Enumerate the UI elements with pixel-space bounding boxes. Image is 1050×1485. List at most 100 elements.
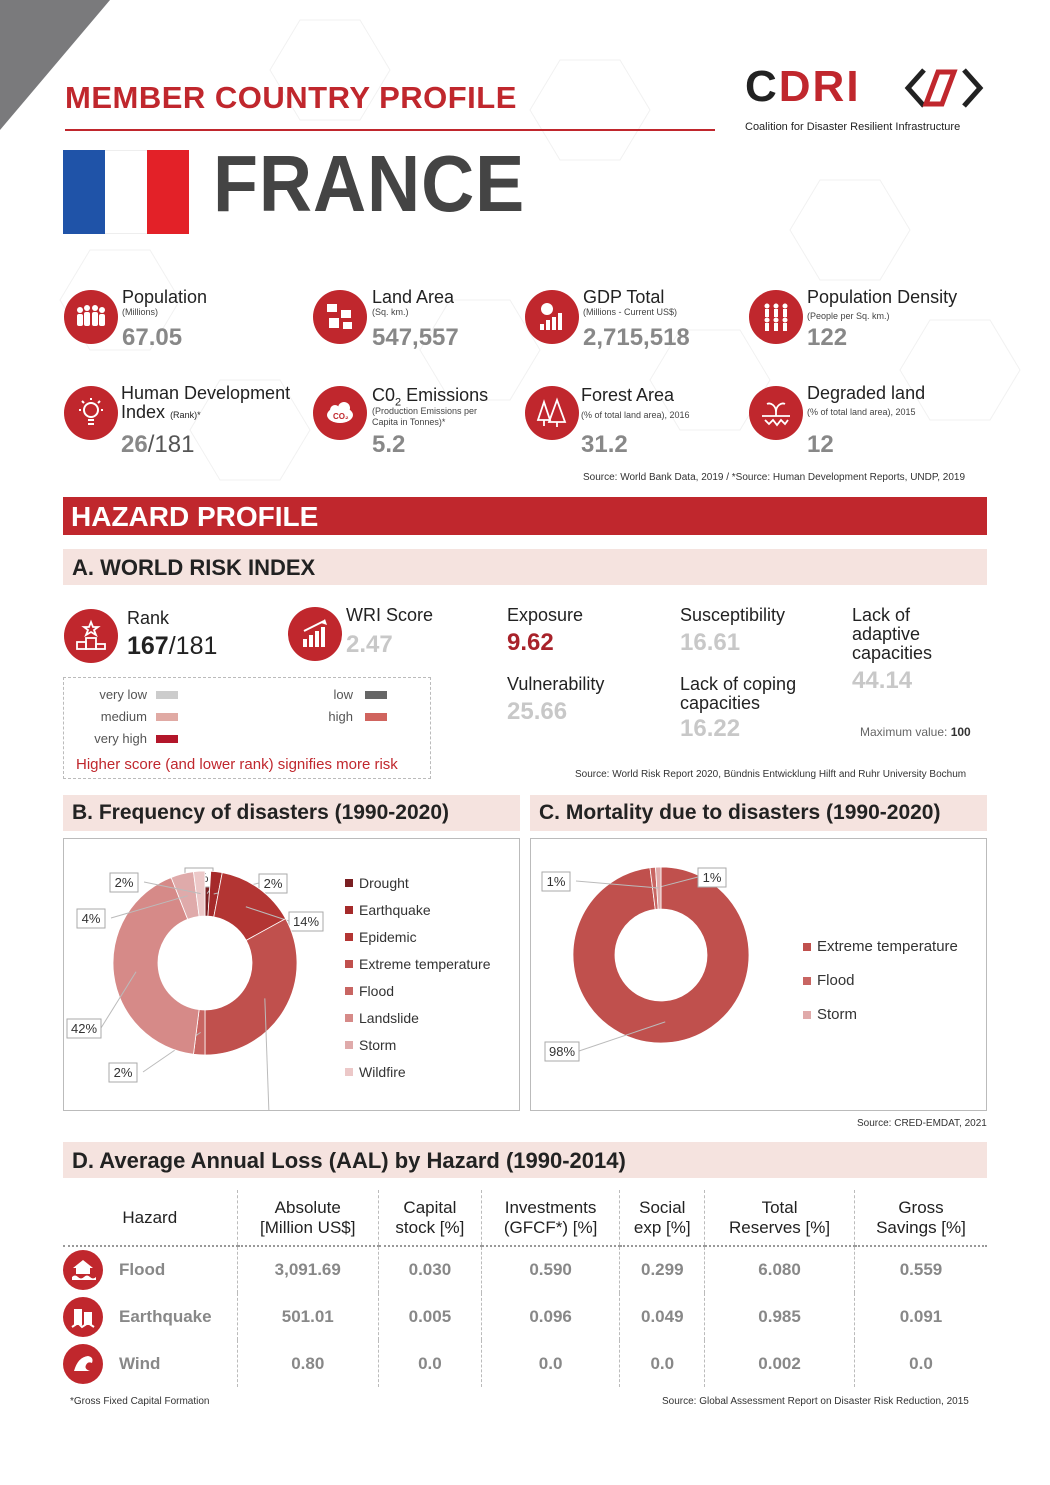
aal-table: Hazard Absolute [Million US$] Capital stoc… — [63, 1190, 987, 1387]
france-flag — [63, 150, 189, 234]
freq-legend-landslide-label: Landslide — [359, 1010, 419, 1026]
freq-label-box — [109, 872, 139, 893]
mort-donut-chart: 98% 1% 1% — [541, 866, 750, 1062]
legend-low-swatch — [365, 691, 387, 699]
population-icon — [64, 290, 118, 344]
freq-label-box — [76, 908, 106, 929]
stat-label-forest: Forest Area — [581, 385, 675, 405]
mort-legend-storm-swatch — [803, 1010, 811, 1019]
mort-label-box — [544, 1041, 580, 1062]
stat-label-hdi-line1: Human Development — [121, 383, 291, 403]
aal-header-capital: Capital stock [%] — [378, 1190, 482, 1247]
freq-legend-landslide-swatch — [345, 1014, 353, 1022]
page-title: MEMBER COUNTRY PROFILE — [65, 80, 517, 115]
stat-value-degraded: 12 — [807, 431, 834, 458]
freq-value-label: 2% — [264, 876, 283, 891]
max-value: 100 — [950, 725, 971, 739]
mort-slice-extreme-temperature — [572, 866, 750, 1044]
stat-label-density: Population Density — [807, 287, 958, 307]
freq-label-box — [108, 1062, 138, 1083]
legend-very-high-label: very high — [94, 731, 147, 746]
aal-flood-savings: 0.559 — [853, 1246, 987, 1293]
freq-label-box — [66, 1018, 102, 1039]
freq-legend-earthquake-label: Earthquake — [359, 902, 431, 918]
aal-section-title: D. Average Annual Loss (AAL) by Hazard (… — [72, 1148, 626, 1173]
aal-wind-social: 0.0 — [619, 1340, 705, 1387]
freq-legend-flood-label: Flood — [359, 983, 395, 999]
stat-sub-density: (People per Sq. km.) — [807, 311, 890, 321]
freq-legend-wildfire: Wildfire — [345, 1064, 406, 1080]
vulnerability-label: Vulnerability — [507, 674, 605, 694]
freq-value-label: 2% — [115, 875, 134, 890]
aal-wind-absolute: 0.80 — [236, 1340, 379, 1387]
aal-hazard-wind-label: Wind — [119, 1353, 161, 1373]
aal-header-social-l2: exp [%] — [633, 1217, 691, 1237]
lack-adaptive-value: 44.14 — [852, 667, 913, 694]
stat-sub-land-area: (Sq. km.) — [372, 307, 409, 317]
freq-label-box — [288, 911, 324, 932]
freq-legend-epidemic-label: Epidemic — [359, 929, 417, 945]
stat-sub-co2: (Production Emissions per Capita in Tonn… — [372, 406, 478, 427]
stat-value-forest: 31.2 — [581, 431, 628, 458]
exposure-label: Exposure — [507, 605, 584, 625]
logo-c: C — [745, 62, 779, 111]
aal-flood-investments: 0.590 — [480, 1246, 620, 1293]
legend-low-label: low — [333, 687, 353, 702]
wind-icon — [63, 1343, 103, 1384]
legend-very-high-swatch — [156, 735, 178, 743]
legend-high-label: high — [328, 709, 353, 724]
mort-chart-title: C. Mortality due to disasters (1990-2020… — [539, 801, 941, 824]
flood-icon — [63, 1250, 103, 1290]
forest-icon — [525, 386, 579, 440]
mort-chart-header: C. Mortality due to disasters (1990-2020… — [530, 795, 987, 831]
aal-earthquake-capital: 0.005 — [378, 1293, 482, 1340]
aal-header-reserves: Total Reserves [%] — [704, 1190, 855, 1247]
stat-label-land-area: Land Area — [372, 287, 455, 307]
freq-legend-wildfire-label: Wildfire — [359, 1064, 406, 1080]
mort-value-label: 1% — [703, 870, 722, 885]
country-name: FRANCE — [213, 139, 526, 228]
aal-earthquake-savings: 0.091 — [853, 1293, 987, 1340]
freq-value-label: 42% — [71, 1021, 97, 1036]
aal-source: Source: Global Assessment Report on Disa… — [662, 1396, 969, 1407]
legend-note: Higher score (and lower rank) signifies … — [76, 756, 398, 773]
rank-value: 167/181 — [127, 632, 217, 661]
freq-leader-line — [143, 881, 201, 895]
aal-wind-reserves: 0.002 — [704, 1340, 855, 1387]
aal-section-header: D. Average Annual Loss (AAL) by Hazard (… — [63, 1142, 987, 1178]
freq-legend-landslide: Landslide — [345, 1010, 419, 1026]
freq-chart-title: B. Frequency of disasters (1990-2020) — [72, 801, 449, 824]
land-area-icon — [313, 290, 367, 344]
aal-header-reserves-l2: Reserves [%] — [729, 1217, 831, 1237]
exposure-value: 9.62 — [507, 629, 554, 656]
stat-label-hdi-line2: Index — [121, 402, 166, 422]
freq-legend-earthquake: Earthquake — [345, 902, 431, 918]
stat-value-density: 122 — [807, 324, 848, 351]
logo-dri: DRI — [778, 62, 861, 111]
wri-section-header: A. WORLD RISK INDEX — [63, 549, 987, 585]
freq-legend-storm-label: Storm — [359, 1037, 397, 1053]
aal-hazard-earthquake: Earthquake — [63, 1293, 237, 1340]
aal-header-savings-l2: Savings [%] — [876, 1217, 966, 1237]
hazard-profile-title: HAZARD PROFILE — [71, 501, 319, 532]
stat-sub-gdp: (Millions - Current US$) — [583, 307, 678, 317]
max-value-note: Maximum value: 100 — [860, 725, 971, 739]
stat-label-hdi: Human Development Index (Rank)* — [121, 384, 290, 425]
aal-hazard-earthquake-label: Earthquake — [119, 1306, 212, 1326]
legend-medium-label: medium — [100, 709, 147, 724]
legend-high-swatch — [365, 713, 387, 721]
mort-legend-storm-label: Storm — [817, 1006, 858, 1023]
aal-header-reserves-l1: Total — [761, 1197, 798, 1217]
freq-legend-drought: Drought — [345, 875, 409, 891]
aal-header-social-l1: Social — [639, 1197, 686, 1217]
mort-leader-line — [578, 1021, 666, 1052]
freq-legend-epidemic-swatch — [345, 933, 353, 941]
mort-legend-flood-label: Flood — [817, 972, 855, 989]
hdi-icon — [64, 386, 118, 440]
mort-legend-extreme-temperature: Extreme temperature — [803, 938, 958, 955]
aal-earthquake-social: 0.049 — [619, 1293, 705, 1340]
aal-header-hazard-l1: Hazard — [122, 1207, 178, 1227]
mort-legend-storm: Storm — [803, 1006, 857, 1023]
mort-leader-line — [575, 880, 659, 889]
max-value-label: Maximum value: — [860, 725, 948, 739]
